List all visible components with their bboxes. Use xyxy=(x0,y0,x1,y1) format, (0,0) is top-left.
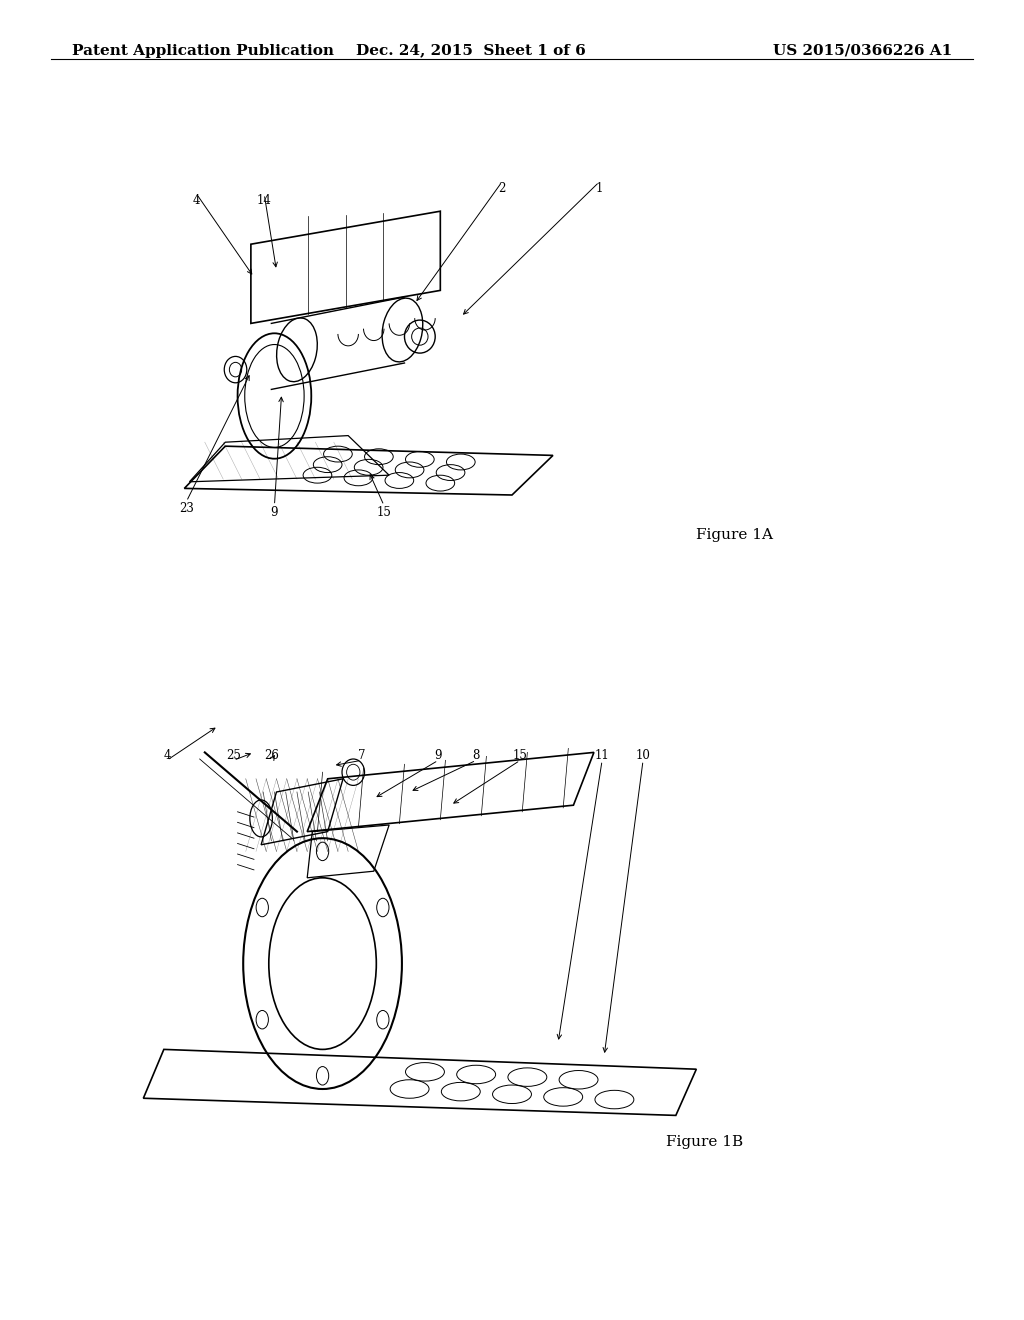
Text: Figure 1A: Figure 1A xyxy=(696,528,773,541)
Text: 10: 10 xyxy=(636,748,650,762)
Text: Patent Application Publication: Patent Application Publication xyxy=(72,44,334,58)
Text: Dec. 24, 2015  Sheet 1 of 6: Dec. 24, 2015 Sheet 1 of 6 xyxy=(356,44,586,58)
Text: 9: 9 xyxy=(434,748,442,762)
Text: 14: 14 xyxy=(257,194,271,207)
Text: 8: 8 xyxy=(472,748,480,762)
Text: 1: 1 xyxy=(595,182,603,195)
Text: 9: 9 xyxy=(270,506,279,519)
Text: 26: 26 xyxy=(264,748,279,762)
Text: 4: 4 xyxy=(163,748,171,762)
Text: 2: 2 xyxy=(498,182,506,195)
Text: 25: 25 xyxy=(226,748,241,762)
Text: 15: 15 xyxy=(513,748,527,762)
Text: 11: 11 xyxy=(595,748,609,762)
Text: 7: 7 xyxy=(357,748,366,762)
Text: Figure 1B: Figure 1B xyxy=(666,1135,742,1148)
Text: 23: 23 xyxy=(179,502,194,515)
Text: 4: 4 xyxy=(193,194,201,207)
Text: 15: 15 xyxy=(377,506,391,519)
Text: US 2015/0366226 A1: US 2015/0366226 A1 xyxy=(773,44,952,58)
